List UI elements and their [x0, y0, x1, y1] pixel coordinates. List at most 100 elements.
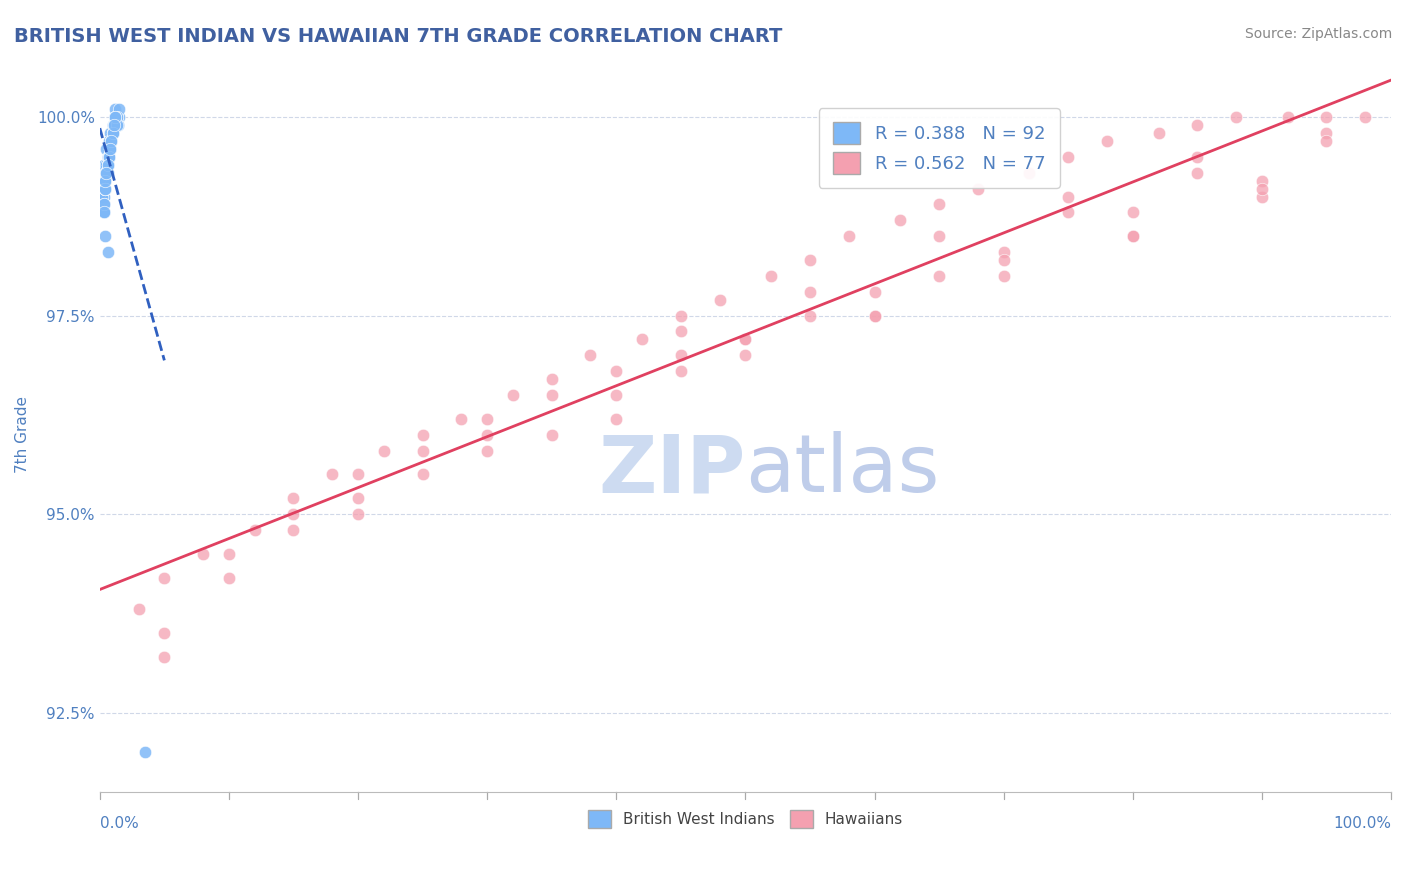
Point: [97, 150, 120, 164]
Point: [103, 118, 125, 132]
Point: [373, 443, 395, 458]
Point: [993, 245, 1015, 260]
Point: [101, 118, 124, 132]
Point: [928, 229, 950, 244]
Point: [863, 309, 886, 323]
Point: [1187, 150, 1209, 164]
Point: [1250, 189, 1272, 203]
Point: [96, 166, 118, 180]
Point: [96, 166, 118, 180]
Point: [540, 388, 562, 402]
Point: [838, 229, 860, 244]
Point: [96, 166, 118, 180]
Point: [93, 189, 115, 203]
Point: [98, 142, 121, 156]
Text: 100.0%: 100.0%: [1333, 816, 1391, 830]
Point: [101, 126, 124, 140]
Point: [98, 142, 121, 156]
Point: [105, 118, 128, 132]
Point: [321, 467, 343, 482]
Point: [218, 571, 240, 585]
Point: [93, 205, 115, 219]
Point: [103, 118, 125, 132]
Point: [94, 181, 117, 195]
Point: [1250, 174, 1272, 188]
Point: [631, 333, 654, 347]
Point: [93, 197, 115, 211]
Point: [94, 181, 117, 195]
Point: [93, 181, 115, 195]
Point: [540, 427, 562, 442]
Point: [91, 189, 114, 203]
Point: [98, 142, 121, 156]
Point: [540, 372, 562, 386]
Point: [669, 325, 692, 339]
Point: [96, 166, 118, 180]
Point: [153, 650, 176, 665]
Point: [669, 309, 692, 323]
Point: [761, 268, 783, 283]
Point: [96, 166, 118, 180]
Point: [96, 158, 118, 172]
Point: [97, 150, 120, 164]
Point: [191, 547, 214, 561]
Point: [96, 245, 118, 260]
Point: [97, 150, 120, 164]
Point: [104, 110, 127, 124]
Point: [103, 118, 125, 132]
Point: [863, 285, 886, 299]
Point: [96, 166, 118, 180]
Point: [347, 491, 370, 506]
Point: [105, 110, 128, 124]
Point: [96, 158, 118, 172]
Point: [98, 142, 121, 156]
Point: [605, 388, 627, 402]
Text: 0.0%: 0.0%: [100, 816, 139, 830]
Point: [101, 126, 124, 140]
Point: [94, 166, 117, 180]
Point: [1122, 229, 1144, 244]
Point: [100, 134, 122, 148]
Point: [91, 174, 114, 188]
Point: [734, 333, 756, 347]
Point: [104, 110, 127, 124]
Point: [108, 110, 131, 124]
Point: [799, 253, 821, 268]
Point: [107, 118, 129, 132]
Point: [93, 205, 115, 219]
Point: [993, 253, 1015, 268]
Point: [243, 523, 266, 537]
Point: [98, 142, 121, 156]
Y-axis label: 7th Grade: 7th Grade: [15, 396, 30, 473]
Point: [799, 309, 821, 323]
Point: [1122, 229, 1144, 244]
Point: [93, 181, 115, 195]
Point: [104, 110, 127, 124]
Point: [1315, 110, 1337, 124]
Point: [1187, 166, 1209, 180]
Point: [1250, 181, 1272, 195]
Point: [105, 110, 128, 124]
Point: [98, 126, 121, 140]
Text: Source: ZipAtlas.com: Source: ZipAtlas.com: [1244, 27, 1392, 41]
Point: [100, 134, 122, 148]
Point: [98, 142, 121, 156]
Point: [101, 126, 124, 140]
Point: [107, 118, 129, 132]
Point: [103, 118, 125, 132]
Point: [928, 268, 950, 283]
Point: [94, 174, 117, 188]
Point: [218, 547, 240, 561]
Point: [97, 150, 120, 164]
Point: [1057, 150, 1080, 164]
Point: [993, 268, 1015, 283]
Point: [412, 427, 434, 442]
Point: [475, 412, 498, 426]
Point: [1057, 205, 1080, 219]
Point: [1122, 205, 1144, 219]
Point: [94, 181, 117, 195]
Point: [96, 166, 118, 180]
Point: [94, 174, 117, 188]
Point: [98, 142, 121, 156]
Point: [96, 158, 118, 172]
